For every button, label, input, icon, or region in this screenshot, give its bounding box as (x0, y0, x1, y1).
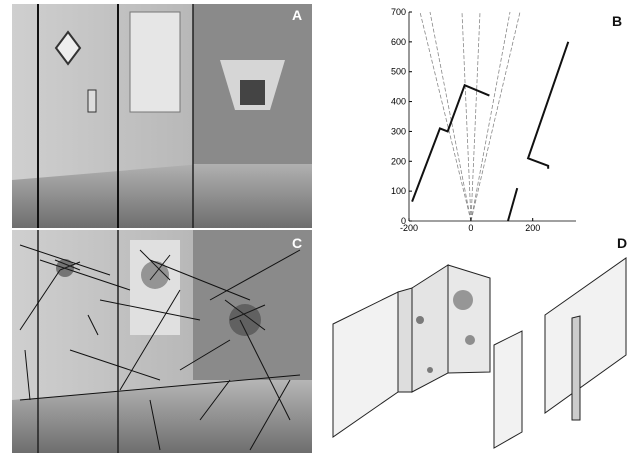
photo-c: C (12, 230, 312, 453)
y-tick-label: 700 (391, 7, 406, 17)
y-tick-label: 200 (391, 156, 406, 166)
panel-label: A (292, 7, 302, 23)
panel-label: C (292, 235, 302, 251)
x-tick-label: 0 (468, 223, 473, 233)
x-tick-label: -200 (400, 223, 418, 233)
panel-label: D (617, 235, 627, 251)
plane-reconstruction: D (333, 235, 627, 448)
y-tick-label: 100 (391, 186, 406, 196)
x-tick-label: 200 (525, 223, 540, 233)
wall-line (508, 42, 568, 221)
y-tick-label: 500 (391, 67, 406, 77)
y-tick-label: 400 (391, 97, 406, 107)
y-tick-label: 600 (391, 37, 406, 47)
panel-label: B (612, 13, 622, 29)
photo-a: A (12, 4, 312, 228)
figure: A C B 0100200300400500600700-2000200 (0, 0, 641, 453)
y-tick-label: 300 (391, 126, 406, 136)
view-cone (420, 12, 520, 221)
